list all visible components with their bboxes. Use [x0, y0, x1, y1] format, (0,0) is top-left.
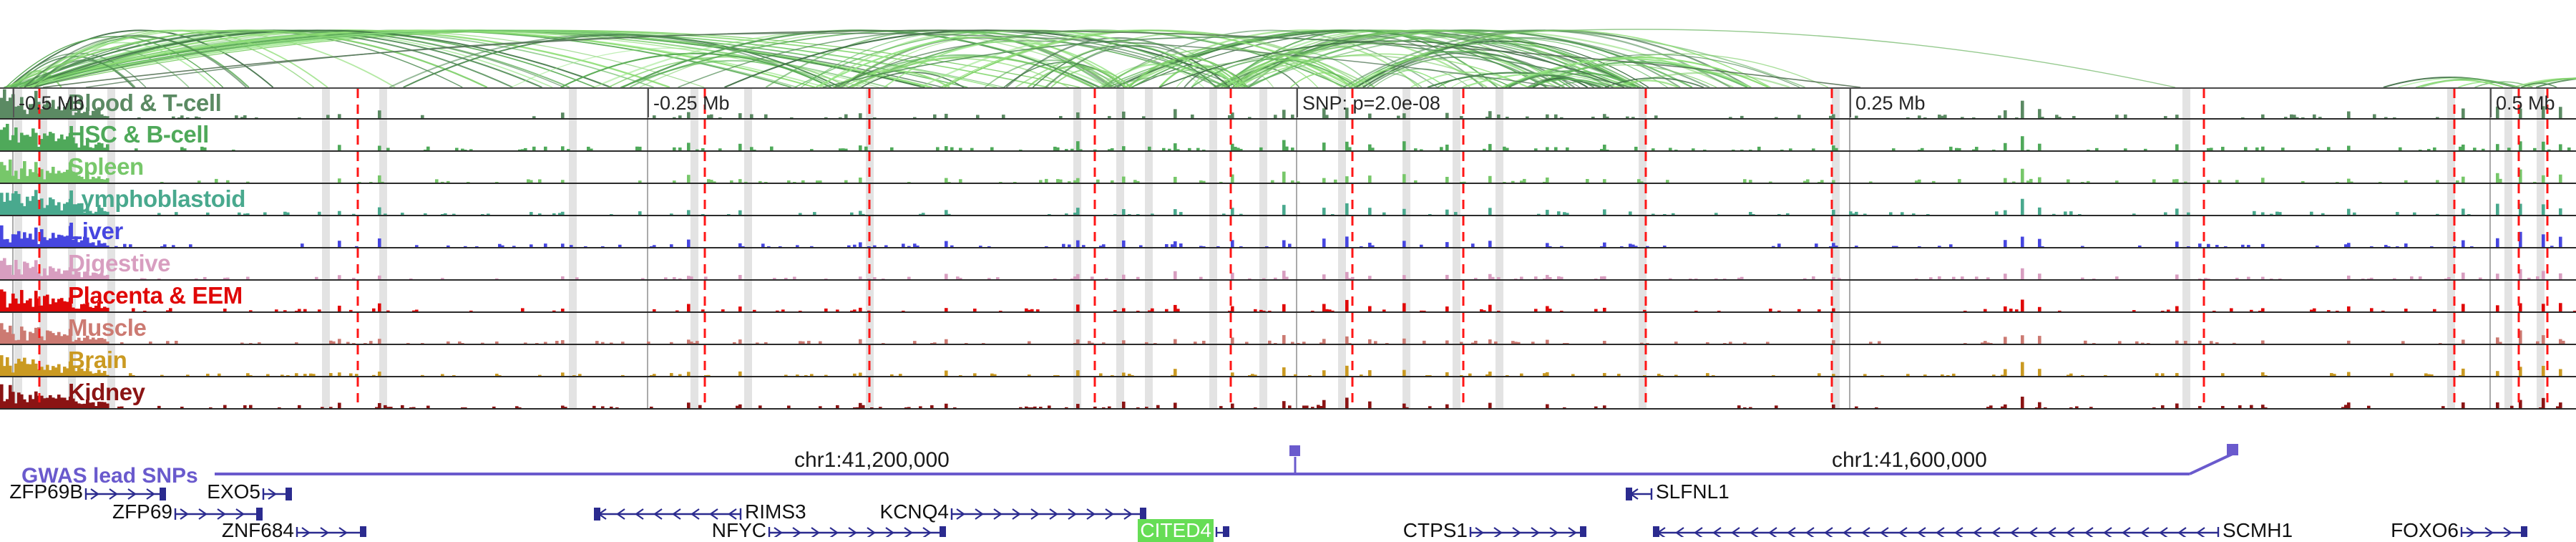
coordinate-label-1: chr1:41,600,000 [1832, 448, 1987, 472]
gene-label-exo5[interactable]: EXO5 [207, 480, 260, 503]
axis-tick-mark-0 [13, 89, 14, 117]
gene-label-zfp69[interactable]: ZFP69 [112, 500, 172, 523]
gene-label-kcnq4[interactable]: KCNQ4 [879, 500, 949, 523]
signal-track-muscle[interactable]: Muscle [0, 313, 2576, 345]
gene-label-foxo6[interactable]: FOXO6 [2391, 519, 2459, 541]
gene-label-zfp69b[interactable]: ZFP69B [9, 480, 83, 503]
axis-tick-mark-2 [1297, 89, 1298, 117]
gene-label-znf684[interactable]: ZNF684 [221, 519, 294, 541]
gene-label-cited4[interactable]: CITED4 [1138, 519, 1214, 542]
signal-track-hsc-b-cell[interactable]: HSC & B-cell [0, 120, 2576, 152]
axis-tick-mark-3 [1850, 89, 1851, 117]
chromatin-loop-arcs [0, 0, 2576, 87]
signal-track-digestive[interactable]: Digestive [0, 248, 2576, 281]
signal-track-liver[interactable]: Liver [0, 216, 2576, 248]
gene-annotation-panel: GWAS lead SNPs ZFP69B EXO5 SLFNL1 ZFP69 RIMS… [0, 442, 2576, 542]
signal-track-spleen[interactable]: Spleen [0, 152, 2576, 184]
signal-track-lymphoblastoid[interactable]: Lymphoblastoid [0, 184, 2576, 216]
arc-svg [4, 29, 2576, 87]
gene-label-ctps1[interactable]: CTPS1 [1402, 519, 1468, 541]
gene-label-nfyc[interactable]: NFYC [711, 519, 766, 541]
signal-track-placenta-eem[interactable]: Placenta & EEM [0, 281, 2576, 313]
gene-label-slfnl1[interactable]: SLFNL1 [1656, 480, 1729, 503]
axis-tick-label-4: 0.5 Mb [2496, 92, 2555, 114]
axis-tick-label-2: SNP: p=2.0e-08 [1302, 92, 1440, 114]
gene-label-rims3[interactable]: RIMS3 [745, 500, 806, 523]
axis-tick-label-3: 0.25 Mb [1855, 92, 1926, 114]
axis-tick-mark-4 [2490, 89, 2492, 117]
gene-svg [84, 444, 2527, 537]
axis-tick-label-1: -0.25 Mb [653, 92, 730, 114]
axis-tick-mark-1 [648, 89, 649, 117]
gene-label-scmh1[interactable]: SCMH1 [2223, 519, 2293, 541]
signal-track-kidney[interactable]: Kidney [0, 377, 2576, 410]
signal-track-stack: Blood & T-cell -0.5 Mb -0.25 Mb SNP: p=2.0e… [0, 87, 2576, 442]
gwas-lead-snps-label: GWAS lead SNPs [21, 464, 198, 488]
signal-track-blood-t-cell[interactable]: Blood & T-cell -0.5 Mb -0.25 Mb SNP: p=2.0e… [0, 87, 2576, 120]
coordinate-label-0: chr1:41,200,000 [794, 448, 950, 472]
signal-track-brain[interactable]: Brain [0, 345, 2576, 377]
axis-tick-label-0: -0.5 Mb [19, 92, 84, 114]
